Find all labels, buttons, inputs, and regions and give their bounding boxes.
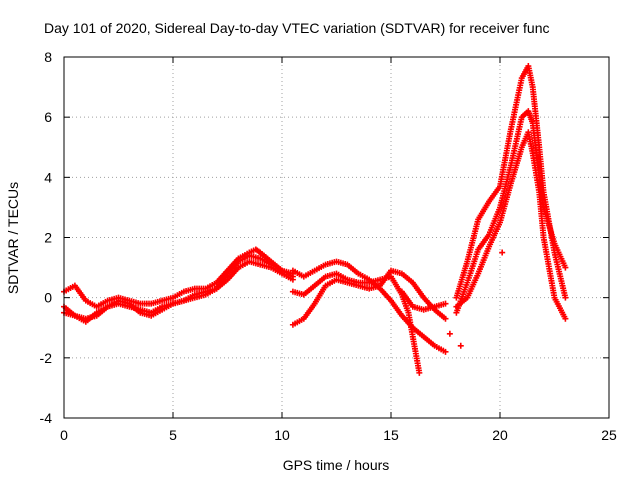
x-axis-label: GPS time / hours	[283, 457, 390, 473]
plot-frame	[63, 56, 610, 419]
y-tick-label: 8	[44, 49, 52, 65]
x-tick-label: 0	[60, 427, 68, 443]
chart-title: Day 101 of 2020, Sidereal Day-to-day VTE…	[44, 20, 550, 36]
y-tick-label: 2	[44, 230, 52, 246]
axis-ticks: 0 5 10 15 20 25 -4 -2 0 2 4 6 8	[40, 49, 617, 443]
y-axis-label: SDTVAR / TECUs	[5, 182, 21, 294]
x-tick-label: 15	[383, 427, 399, 443]
data-point	[442, 300, 449, 307]
x-tick-label: 25	[601, 427, 617, 443]
y-tick-label: 6	[44, 109, 52, 125]
y-tick-label: 0	[44, 290, 52, 306]
y-tick-label: -2	[40, 350, 53, 366]
data-point	[499, 249, 506, 256]
data-point	[562, 294, 569, 301]
x-tick-label: 10	[274, 427, 290, 443]
x-tick-label: 20	[492, 427, 508, 443]
data-points	[61, 63, 569, 376]
data-point	[442, 348, 449, 355]
data-point	[446, 330, 453, 337]
x-tick-label: 5	[169, 427, 177, 443]
data-point	[289, 276, 296, 283]
data-point	[562, 315, 569, 322]
data-point	[562, 264, 569, 271]
data-point	[416, 369, 423, 376]
data-point	[457, 342, 464, 349]
data-point	[442, 315, 449, 322]
y-tick-label: -4	[40, 410, 53, 426]
y-tick-label: 4	[44, 169, 52, 185]
grid	[64, 57, 609, 418]
